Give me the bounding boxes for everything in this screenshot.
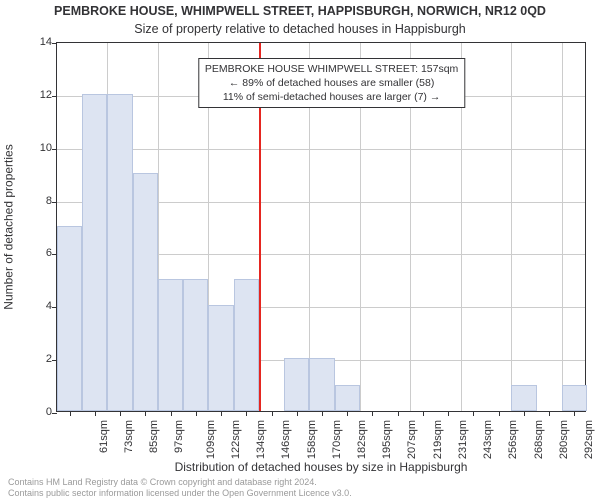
x-tick-mark (347, 411, 348, 416)
x-tick-mark (246, 411, 247, 416)
x-tick-mark (372, 411, 373, 416)
annotation-line: PEMBROKE HOUSE WHIMPWELL STREET: 157sqm (205, 62, 458, 76)
x-tick-mark (574, 411, 575, 416)
histogram-bar (335, 385, 360, 411)
x-tick-mark (448, 411, 449, 416)
histogram-bar (562, 385, 587, 411)
histogram-bar (107, 94, 132, 411)
y-tick-label: 8 (46, 195, 52, 207)
footer-line-2: Contains public sector information licen… (8, 488, 352, 499)
y-tick-label: 0 (46, 406, 52, 418)
chart-container: PEMBROKE HOUSE, WHIMPWELL STREET, HAPPIS… (0, 0, 600, 500)
y-tick-mark (52, 413, 57, 414)
x-tick-mark (423, 411, 424, 416)
footer-attribution: Contains HM Land Registry data © Crown c… (8, 477, 352, 499)
x-tick-mark (549, 411, 550, 416)
gridline-v (562, 43, 563, 411)
x-tick-mark (272, 411, 273, 416)
x-tick-label: 109sqm (205, 420, 217, 459)
x-tick-label: 256sqm (508, 420, 520, 459)
chart-title-sub: Size of property relative to detached ho… (0, 22, 600, 36)
histogram-bar (57, 226, 82, 411)
x-tick-mark (95, 411, 96, 416)
x-tick-mark (171, 411, 172, 416)
x-tick-mark (297, 411, 298, 416)
x-tick-label: 219sqm (432, 420, 444, 459)
histogram-bar (511, 385, 536, 411)
x-tick-label: 73sqm (123, 420, 135, 453)
x-tick-mark (196, 411, 197, 416)
x-tick-mark (499, 411, 500, 416)
x-tick-mark (145, 411, 146, 416)
histogram-bar (82, 94, 107, 411)
x-tick-label: 243sqm (482, 420, 494, 459)
y-tick-label: 10 (40, 142, 52, 154)
histogram-bar (183, 279, 208, 411)
x-tick-label: 134sqm (255, 420, 267, 459)
histogram-bar (133, 173, 158, 411)
histogram-bar (284, 358, 309, 411)
x-tick-label: 122sqm (230, 420, 242, 459)
x-tick-label: 61sqm (98, 420, 110, 453)
x-tick-label: 146sqm (280, 420, 292, 459)
y-axis-label-wrap: Number of detached properties (2, 42, 16, 412)
x-tick-label: 268sqm (533, 420, 545, 459)
x-tick-mark (221, 411, 222, 416)
annotation-line: 11% of semi-detached houses are larger (… (205, 90, 458, 104)
chart-title-main: PEMBROKE HOUSE, WHIMPWELL STREET, HAPPIS… (0, 4, 600, 18)
x-tick-mark (70, 411, 71, 416)
x-tick-mark (120, 411, 121, 416)
x-tick-label: 292sqm (583, 420, 595, 459)
x-tick-label: 85sqm (148, 420, 160, 453)
histogram-bar (208, 305, 233, 411)
y-tick-label: 14 (40, 36, 52, 48)
x-tick-label: 97sqm (173, 420, 185, 453)
x-tick-label: 207sqm (407, 420, 419, 459)
histogram-bar (234, 279, 259, 411)
x-tick-label: 182sqm (356, 420, 368, 459)
x-tick-mark (473, 411, 474, 416)
y-tick-mark (52, 202, 57, 203)
annotation-line: ← 89% of detached houses are smaller (58… (205, 76, 458, 90)
x-tick-mark (322, 411, 323, 416)
y-tick-label: 2 (46, 353, 52, 365)
y-tick-mark (52, 96, 57, 97)
x-tick-mark (398, 411, 399, 416)
footer-line-1: Contains HM Land Registry data © Crown c… (8, 477, 352, 488)
histogram-bar (158, 279, 183, 411)
y-axis-label: Number of detached properties (2, 144, 16, 309)
y-tick-label: 6 (46, 247, 52, 259)
gridline-v (511, 43, 512, 411)
y-tick-label: 12 (40, 89, 52, 101)
x-tick-mark (524, 411, 525, 416)
histogram-bar (309, 358, 334, 411)
gridline-h (57, 149, 585, 150)
x-tick-label: 195sqm (381, 420, 393, 459)
y-tick-mark (52, 149, 57, 150)
x-tick-label: 231sqm (457, 420, 469, 459)
x-tick-label: 158sqm (306, 420, 318, 459)
x-axis-label: Distribution of detached houses by size … (56, 460, 586, 474)
y-tick-mark (52, 43, 57, 44)
y-tick-label: 4 (46, 300, 52, 312)
x-tick-label: 280sqm (558, 420, 570, 459)
annotation-box: PEMBROKE HOUSE WHIMPWELL STREET: 157sqm←… (198, 58, 465, 109)
x-tick-label: 170sqm (331, 420, 343, 459)
